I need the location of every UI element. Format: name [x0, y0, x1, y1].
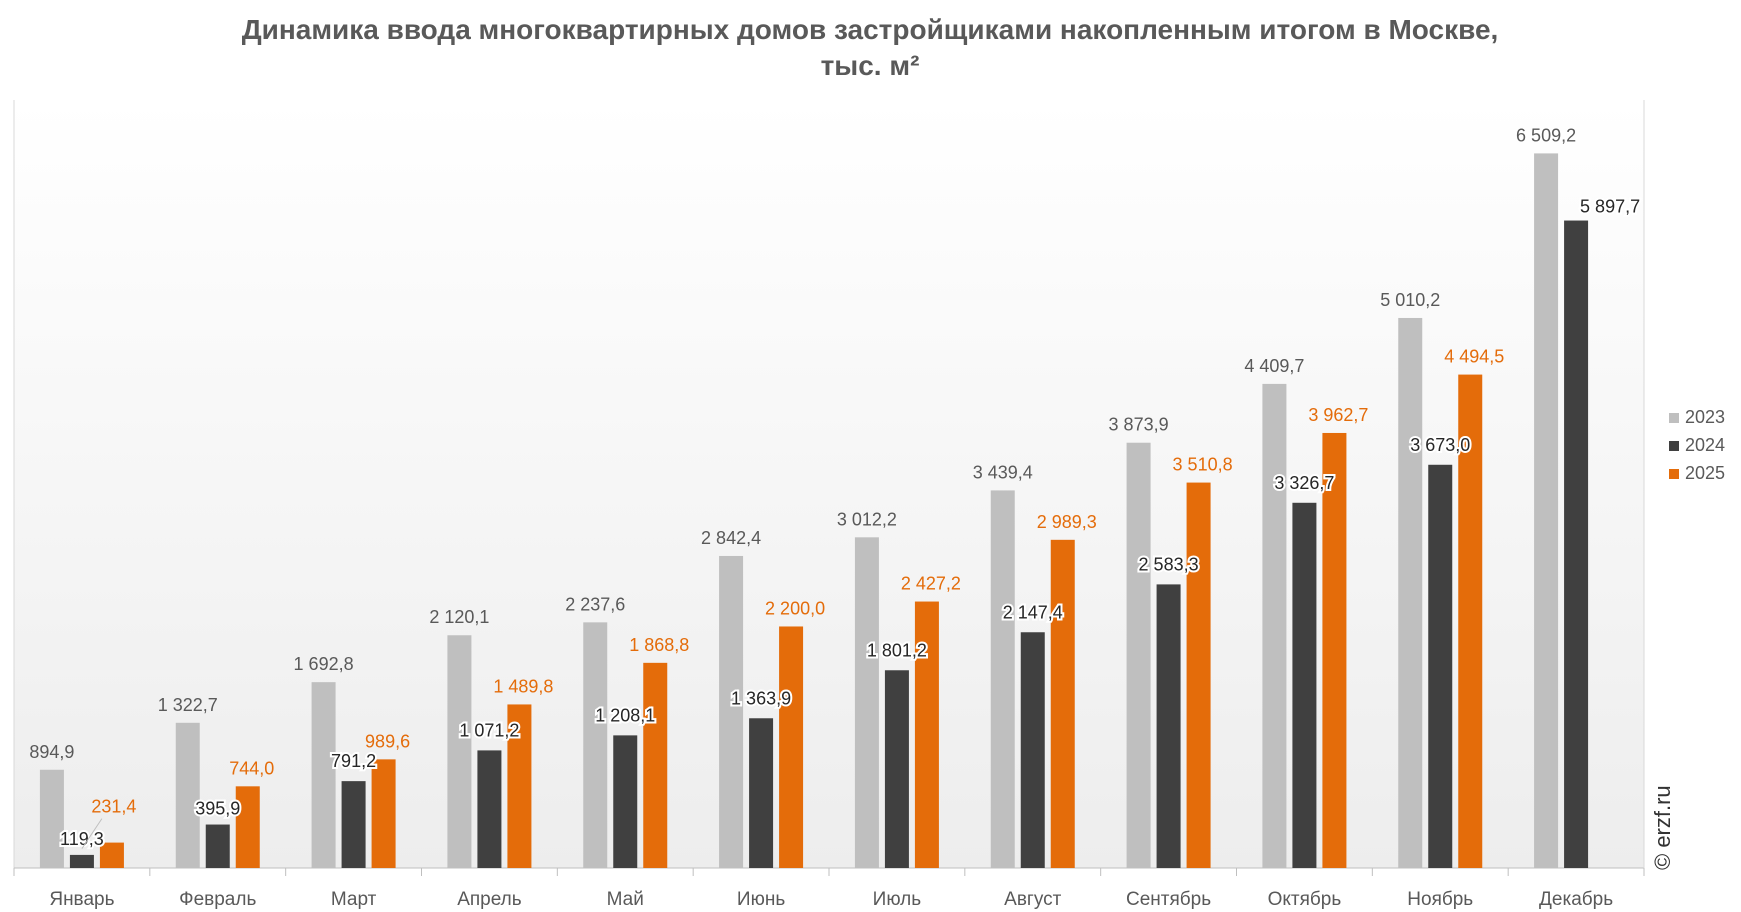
bar-2025-Август — [1050, 539, 1075, 868]
x-tick-label: Апрель — [457, 889, 522, 910]
data-label-2025: 3 510,8 — [1173, 455, 1233, 475]
data-label-2024: 1 208,1 — [595, 705, 655, 725]
x-tick-label: Январь — [49, 889, 114, 910]
plot-area — [14, 100, 1644, 868]
bar-2025-Январь — [99, 842, 124, 868]
bar-2023-Февраль — [175, 722, 200, 868]
data-label-2025: 3 962,7 — [1308, 405, 1368, 425]
bar-2024-Май — [613, 735, 638, 868]
bar-2025-Сентябрь — [1186, 482, 1211, 868]
bar-2025-Июль — [914, 601, 939, 868]
data-label-2025: 1 868,8 — [629, 635, 689, 655]
x-tick-label: Ноябрь — [1407, 889, 1473, 910]
chart-title: Динамика ввода многоквартирных домов зас… — [241, 14, 1499, 81]
bar-2023-Апрель — [447, 635, 472, 868]
bar-2024-Август — [1020, 632, 1045, 868]
bar-2024-Апрель — [477, 750, 502, 868]
data-label-2024: 1 363,9 — [731, 688, 791, 708]
x-tick-label: Июнь — [737, 889, 785, 910]
bar-2023-Июль — [854, 537, 879, 868]
watermark: © erzf.ru — [1650, 785, 1675, 870]
data-label-2025: 4 494,5 — [1444, 347, 1504, 367]
x-tick-label: Июль — [873, 889, 922, 910]
bar-2025-Июнь — [779, 626, 804, 868]
bar-2025-Ноябрь — [1458, 374, 1483, 868]
bar-2024-Январь — [69, 854, 94, 868]
bar-2024-Июнь — [749, 718, 774, 868]
data-label-2023: 4 409,7 — [1244, 356, 1304, 376]
data-label-2024: 395,9 — [195, 799, 240, 819]
x-tick-label: Октябрь — [1268, 889, 1342, 910]
data-label-2025: 989,6 — [365, 731, 410, 751]
bar-2024-Декабрь — [1564, 220, 1589, 868]
data-label-2023: 2 120,1 — [429, 607, 489, 627]
bar-2024-Ноябрь — [1428, 464, 1453, 868]
bar-2025-Апрель — [507, 704, 532, 868]
data-label-2024: 2 147,4 — [1003, 602, 1063, 622]
data-label-2025: 744,0 — [229, 758, 274, 778]
bar-2023-Сентябрь — [1126, 442, 1151, 868]
x-tick-label: Март — [331, 889, 377, 910]
bar-2023-Январь — [39, 769, 64, 868]
data-label-2024: 2 583,3 — [1139, 554, 1199, 574]
x-tick-label: Май — [607, 889, 644, 910]
x-tick-label: Сентябрь — [1126, 889, 1211, 910]
data-label-2024: 3 673,0 — [1410, 435, 1470, 455]
bar-2025-Октябрь — [1322, 432, 1347, 868]
leader-line — [81, 818, 103, 849]
legend-label-2023: 2023 — [1685, 407, 1725, 427]
bar-2023-Июнь — [719, 555, 744, 868]
data-label-2024: 5 897,7 — [1580, 197, 1640, 217]
bar-2023-Май — [583, 622, 608, 868]
data-label-2025: 1 489,8 — [493, 676, 553, 696]
data-label-2024: 119,3 — [60, 829, 104, 849]
data-label-2023: 5 010,2 — [1380, 290, 1440, 310]
x-tick-label: Февраль — [179, 889, 256, 910]
x-tick-label: Август — [1004, 889, 1061, 910]
data-label-2023: 3 012,2 — [837, 509, 897, 529]
data-label-2024: 3 326,7 — [1274, 473, 1334, 493]
data-label-2024: 791,2 — [331, 751, 376, 771]
data-label-2023: 2 842,4 — [701, 528, 761, 548]
legend-label-2025: 2025 — [1685, 463, 1725, 483]
bar-2024-Февраль — [205, 824, 230, 868]
bar-2023-Август — [990, 490, 1015, 868]
data-label-2023: 1 322,7 — [158, 695, 218, 715]
x-tick-label: Декабрь — [1539, 889, 1613, 910]
data-label-2025: 2 200,0 — [765, 598, 825, 618]
bar-2024-Октябрь — [1292, 502, 1317, 868]
data-label-2023: 3 439,4 — [973, 462, 1033, 482]
bar-2023-Октябрь — [1262, 383, 1287, 868]
bar-2023-Ноябрь — [1398, 317, 1423, 868]
data-label-2024: 1 801,2 — [867, 640, 927, 660]
data-label-2023: 3 873,9 — [1109, 415, 1169, 435]
data-label-2025: 2 427,2 — [901, 574, 961, 594]
bar-2023-Декабрь — [1534, 153, 1559, 868]
bar-2024-Сентябрь — [1156, 584, 1181, 868]
data-label-2024: 1 071,2 — [459, 720, 519, 740]
data-label-2025: 2 989,3 — [1037, 512, 1097, 532]
legend-swatch-2023 — [1669, 413, 1679, 423]
bar-2025-Май — [643, 662, 668, 868]
bar-2024-Март — [341, 781, 366, 868]
bar-2025-Февраль — [235, 786, 260, 868]
legend-swatch-2025 — [1669, 469, 1679, 479]
legend-label-2024: 2024 — [1685, 435, 1725, 455]
data-label-2025: 231,4 — [91, 797, 136, 817]
bar-2023-Март — [311, 682, 336, 868]
data-label-2023: 2 237,6 — [565, 594, 625, 614]
data-label-2023: 6 509,2 — [1516, 125, 1576, 145]
legend-swatch-2024 — [1669, 441, 1679, 451]
bar-2025-Март — [371, 759, 396, 868]
data-label-2023: 1 692,8 — [294, 654, 354, 674]
data-label-2023: 894,9 — [29, 742, 74, 762]
bar-2024-Июль — [884, 670, 909, 868]
